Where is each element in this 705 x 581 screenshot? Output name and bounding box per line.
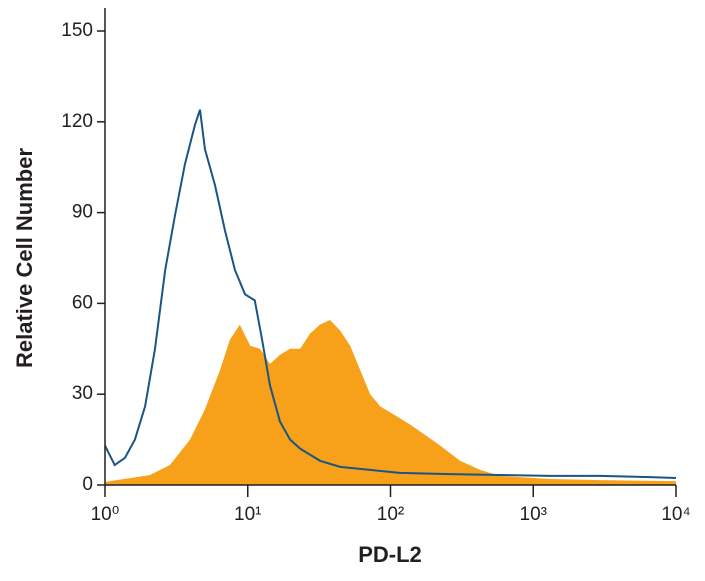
x-tick-label: 10³ [520, 504, 547, 525]
y-tick-label: 30 [72, 383, 93, 404]
y-tick-label: 150 [61, 20, 93, 41]
x-axis-title: PD-L2 [358, 542, 422, 567]
x-tick-label: 10⁴ [661, 504, 690, 525]
x-tick-label: 10⁰ [91, 504, 120, 525]
histogram-area [105, 320, 676, 485]
x-tick-label: 10¹ [234, 504, 261, 525]
y-tick-label: 0 [82, 474, 93, 495]
y-tick-label: 120 [61, 111, 93, 132]
y-tick-label: 60 [72, 292, 93, 313]
histogram-outline [104, 109, 677, 480]
y-tick-label: 90 [72, 202, 93, 223]
x-tick-label: 10² [377, 504, 404, 525]
y-axis-title: Relative Cell Number [12, 148, 37, 369]
